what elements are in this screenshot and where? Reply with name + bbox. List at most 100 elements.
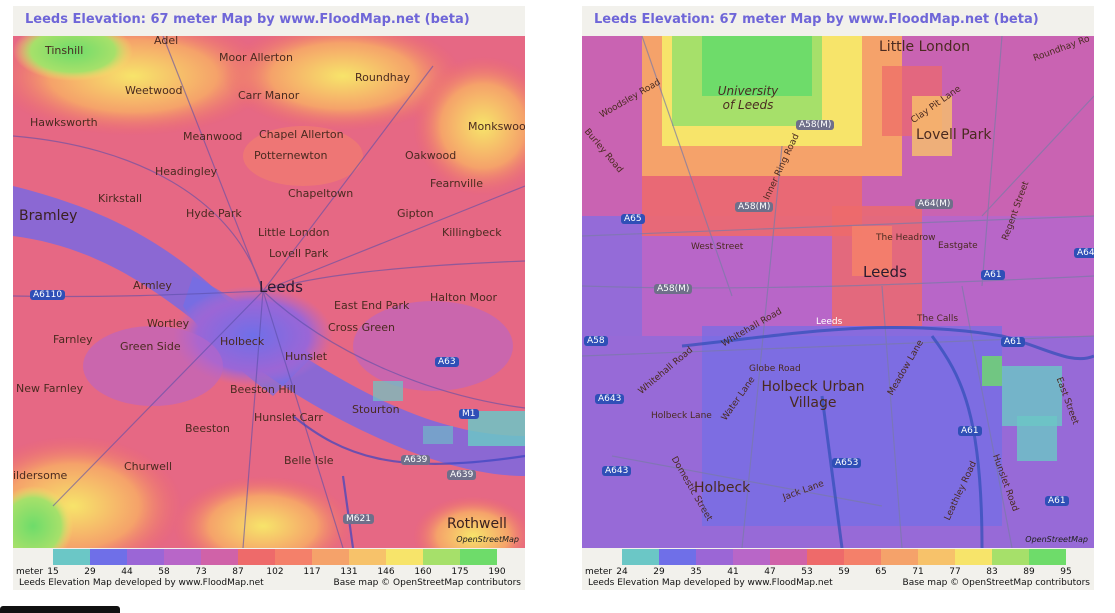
place-label-moor-allerton: Moor Allerton [219,51,293,64]
right-legend-labels: meter 24 29 35 41 47 53 59 65 71 77 83 89 95 [582,567,1094,579]
left-map-canvas [13,36,525,548]
legend-tick-label: 95 [1060,567,1072,577]
place-label-monkswood: Monkswood [468,120,525,133]
left-elevation-map[interactable]: Tinshill Adel Moor Allerton Roundhay Wee… [13,36,525,548]
place-label-potternewton: Potternewton [254,149,328,162]
right-legend-developed: Leeds Elevation Map developed by www.Flo… [588,578,833,588]
left-legend-credit: Base map © OpenStreetMap contributors [333,578,521,588]
place-label-oakwood: Oakwood [405,149,457,162]
place-label-killingbeck: Killingbeck [442,226,502,239]
legend-tick-label: 58 [158,567,170,577]
place-label-hawksworth: Hawksworth [30,116,98,129]
legend-swatch [992,549,1029,565]
place-label-the-headrow: The Headrow [876,233,936,243]
legend-tick-label: 131 [340,567,358,577]
road-shield-a639-a: A639 [401,455,431,465]
right-legend: meter 24 29 35 41 47 53 59 65 71 77 83 89 95 Leeds E… [582,548,1094,590]
road-shield-a64m: A64(M) [915,199,954,209]
legend-tick-label: 89 [1023,567,1035,577]
place-label-gipton: Gipton [397,207,434,220]
legend-swatch [955,549,992,565]
legend-swatch [423,549,460,565]
legend-swatch [622,549,659,565]
place-label-holbeck-urban-village: Holbeck Urban Village [761,379,865,411]
place-label-belle-isle: Belle Isle [284,454,334,467]
legend-tick-label: 44 [121,567,133,577]
legend-tick-label: 53 [801,567,813,577]
legend-swatch [1029,549,1066,565]
road-shield-a65: A65 [621,214,645,224]
place-label-west-street: West Street [691,242,744,252]
legend-swatch [90,549,127,565]
taskbar-fragment [0,606,120,613]
road-shield-a643-b: A643 [602,466,632,476]
place-label-wortley: Wortley [147,317,190,330]
place-label-chapel-allerton: Chapel Allerton [259,128,344,141]
left-legend-unit: meter [16,567,44,577]
place-label-gildersome: ildersome [13,469,68,482]
legend-swatch [386,549,423,565]
legend-swatch [881,549,918,565]
place-label-armley: Armley [133,279,172,292]
osm-badge-left: OpenStreetMap [456,535,519,544]
place-label-leeds: Leeds [259,278,303,296]
legend-swatch [844,549,881,565]
legend-tick-label: 83 [986,567,998,577]
right-map-title: Leeds Elevation: 67 meter Map by www.Flo… [594,12,1039,27]
place-label-hyde-park: Hyde Park [186,207,242,220]
legend-tick-label: 77 [949,567,961,577]
place-label-tinshill: Tinshill [45,44,84,57]
road-shield-a61-a: A61 [981,270,1005,280]
legend-swatch [733,549,770,565]
left-map-title: Leeds Elevation: 67 meter Map by www.Flo… [25,12,470,27]
road-shield-a643-a: A643 [595,394,625,404]
legend-tick-label: 190 [488,567,506,577]
place-label-rothwell: Rothwell [447,516,507,532]
legend-tick-label: 87 [232,567,244,577]
legend-tick-label: 24 [616,567,628,577]
place-label-university: University of Leeds [717,84,779,112]
place-label-little-london: Little London [258,226,330,239]
legend-tick-label: 15 [47,567,59,577]
place-label-stourton: Stourton [352,403,400,416]
legend-tick-label: 175 [451,567,469,577]
place-label-adel: Adel [154,36,179,47]
road-shield-a61-c: A61 [958,426,982,436]
right-elevation-map[interactable]: Little London University of Leeds Lovell… [582,36,1094,548]
place-label-chapeltown: Chapeltown [288,187,354,200]
place-label-little-london-r: Little London [879,39,970,55]
legend-swatch [460,549,497,565]
legend-tick-label: 35 [690,567,702,577]
legend-tick-label: 117 [303,567,321,577]
legend-swatch [53,549,90,565]
legend-swatch [349,549,386,565]
legend-tick-label: 102 [266,567,284,577]
road-shield-a58: A58 [584,336,608,346]
road-shield-m621: M621 [343,514,374,524]
place-label-eastgate: Eastgate [938,241,978,251]
road-shield-a61-d: A61 [1045,496,1069,506]
legend-swatch [918,549,955,565]
place-label-holbeck-r: Holbeck [694,480,751,496]
left-legend: meter 15 29 44 58 73 87 102 117 131 146 160 175 190 … [13,548,525,590]
place-label-holbeck-lane: Holbeck Lane [651,411,712,421]
legend-tick-label: 73 [195,567,207,577]
place-label-holbeck: Holbeck [220,335,265,348]
place-label-churwell: Churwell [124,460,173,473]
legend-swatch [770,549,807,565]
legend-swatch [659,549,696,565]
legend-swatch [807,549,844,565]
place-label-beeston-hill: Beeston Hill [230,383,296,396]
place-label-hunslet: Hunslet [285,350,328,363]
place-label-new-farnley: New Farnley [16,382,84,395]
legend-swatch [201,549,238,565]
place-label-headingley: Headingley [155,165,218,178]
left-map-panel: Leeds Elevation: 67 meter Map by www.Flo… [13,6,525,590]
road-shield-m1: M1 [459,409,479,419]
legend-swatch [312,549,349,565]
legend-tick-label: 47 [764,567,776,577]
legend-tick-label: 29 [84,567,96,577]
road-shield-a6110: A6110 [30,290,66,300]
legend-tick-label: 59 [838,567,850,577]
place-label-fearnville: Fearnville [430,177,483,190]
